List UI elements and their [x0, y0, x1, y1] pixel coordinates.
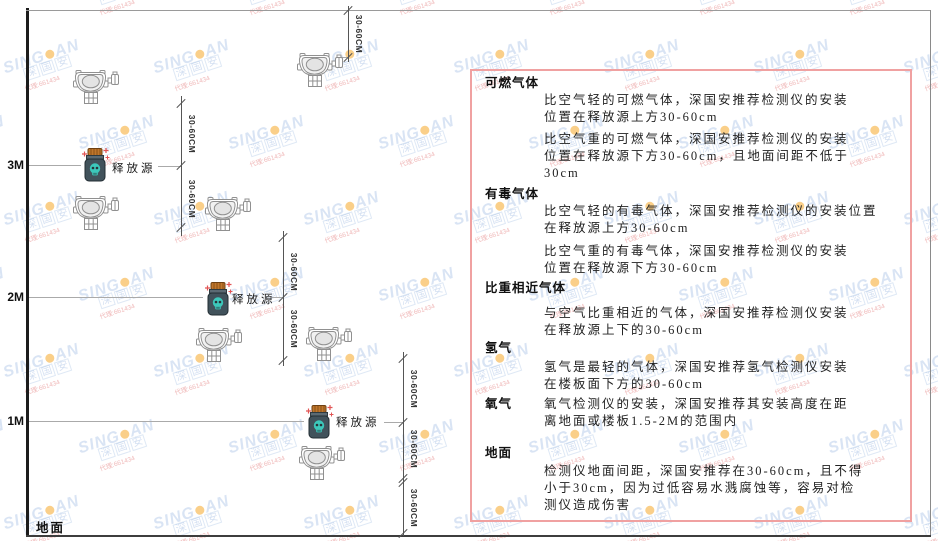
section-paragraph: 比空气轻的有毒气体，深国安推荐检测仪的安装位置 在释放源上方30-60cm — [544, 204, 878, 235]
gas-detector-icon — [73, 70, 119, 111]
section-paragraph: 比空气重的有毒气体，深国安推荐检测仪的安装 位置在释放源下方30-60cm — [544, 244, 849, 275]
gas-detector-icon — [196, 328, 242, 369]
dim-line-3m — [181, 96, 182, 236]
gas-detector-icon — [299, 446, 345, 487]
gas-detector-svg — [73, 196, 119, 230]
section-heading: 比重相近气体 — [485, 281, 567, 295]
section-paragraph: 与空气比重相近的气体，深国安推荐检测仪安装 在释放源上下的30-60cm — [544, 306, 849, 337]
dim-label: 30-60CM — [187, 179, 197, 219]
ground-label: 地面 — [36, 521, 66, 535]
section-toxic-gas: 有毒气体 比空气轻的有毒气体，深国安推荐检测仪的安装位置 在释放源上方30-60… — [484, 186, 910, 277]
section-heading: 可燃气体 — [485, 76, 540, 90]
release-source-label: 释放源 — [336, 417, 380, 429]
gas-detector-icon — [205, 197, 251, 238]
dim-label: 30-60CM — [289, 309, 299, 349]
height-line-2m — [29, 297, 203, 298]
section-paragraph: 氢气是最轻的气体，深国安推荐氢气检测仪安装 在楼板面下方的30-60cm — [544, 360, 849, 391]
connector-2m — [272, 297, 284, 298]
gas-detector-svg — [196, 328, 242, 362]
height-line-1m — [29, 421, 304, 422]
section-paragraph: 比空气重的可燃气体，深国安推荐检测仪的安装 位置在释放源下方30-60cm，且地… — [544, 132, 849, 180]
dim-label: 30-60CM — [354, 14, 364, 54]
dim-label: 30-60CM — [409, 429, 419, 469]
gas-detector-svg — [297, 53, 343, 87]
section-ground: 地面 检测仪地面间距，深国安推荐在30-60cm，且不得 小于30cm，因为过低… — [484, 445, 910, 514]
gas-detector-icon — [306, 327, 352, 368]
release-source-svg — [205, 282, 233, 316]
section-hydrogen: 氢气 氢气是最轻的气体，深国安推荐氢气检测仪安装 在楼板面下方的30-60cm — [484, 340, 910, 393]
section-paragraph: 检测仪地面间距，深国安推荐在30-60cm，且不得 小于30cm，因为过低容易水… — [544, 464, 864, 512]
height-line-3m — [29, 165, 81, 166]
dim-line-1m — [403, 352, 404, 536]
gas-detector-svg — [205, 197, 251, 231]
section-paragraph: 比空气轻的可燃气体，深国安推荐检测仪的安装 位置在释放源上方30-60cm — [544, 93, 849, 124]
height-label-1m: 1M — [7, 414, 24, 428]
gas-detector-icon — [73, 196, 119, 237]
section-similar-density-gas: 比重相近气体 与空气比重相近的气体，深国安推荐检测仪安装 在释放源上下的30-6… — [484, 280, 910, 339]
section-heading: 氢气 — [485, 341, 513, 355]
height-label-2m: 2M — [7, 290, 24, 304]
dim-label: 30-60CM — [409, 488, 419, 528]
dim-label: 30-60CM — [187, 114, 197, 154]
section-heading: 氧气 — [485, 397, 513, 411]
gas-detector-icon — [297, 53, 343, 94]
ground-line — [26, 535, 931, 537]
ceiling-line — [26, 10, 931, 11]
wall-line — [26, 8, 29, 537]
gas-detector-svg — [73, 70, 119, 104]
height-label-3m: 3M — [7, 158, 24, 172]
release-source-icon — [304, 404, 334, 445]
dim-line-ceiling — [348, 6, 349, 62]
release-source-svg — [82, 148, 110, 182]
right-border-line — [930, 10, 931, 537]
section-flammable-gas: 可燃气体 比空气轻的可燃气体，深国安推荐检测仪的安装 位置在释放源上方30-60… — [484, 75, 910, 182]
release-source-label: 释放源 — [232, 294, 276, 306]
release-source-svg — [306, 405, 334, 439]
section-oxygen: 氧气 氧气检测仪的安装，深国安推荐其安装高度在距 离地面或楼板1.5-2M的范围… — [484, 396, 910, 430]
installation-guide-panel: 可燃气体 比空气轻的可燃气体，深国安推荐检测仪的安装 位置在释放源上方30-60… — [470, 69, 912, 522]
gas-detector-svg — [306, 327, 352, 361]
release-source-label: 释放源 — [112, 163, 156, 175]
gas-detector-svg — [299, 446, 345, 480]
dim-line-2m — [283, 231, 284, 366]
section-heading: 有毒气体 — [485, 187, 540, 201]
section-paragraph: 氧气检测仪的安装，深国安推荐其安装高度在距 离地面或楼板1.5-2M的范围内 — [544, 397, 849, 428]
dim-label: 30-60CM — [409, 369, 419, 409]
connector-3m — [158, 166, 182, 167]
connector-1m — [384, 422, 403, 423]
dim-label: 30-60CM — [289, 252, 299, 292]
release-source-icon — [203, 281, 233, 322]
release-source-icon — [80, 147, 110, 188]
section-heading: 地面 — [485, 446, 513, 460]
